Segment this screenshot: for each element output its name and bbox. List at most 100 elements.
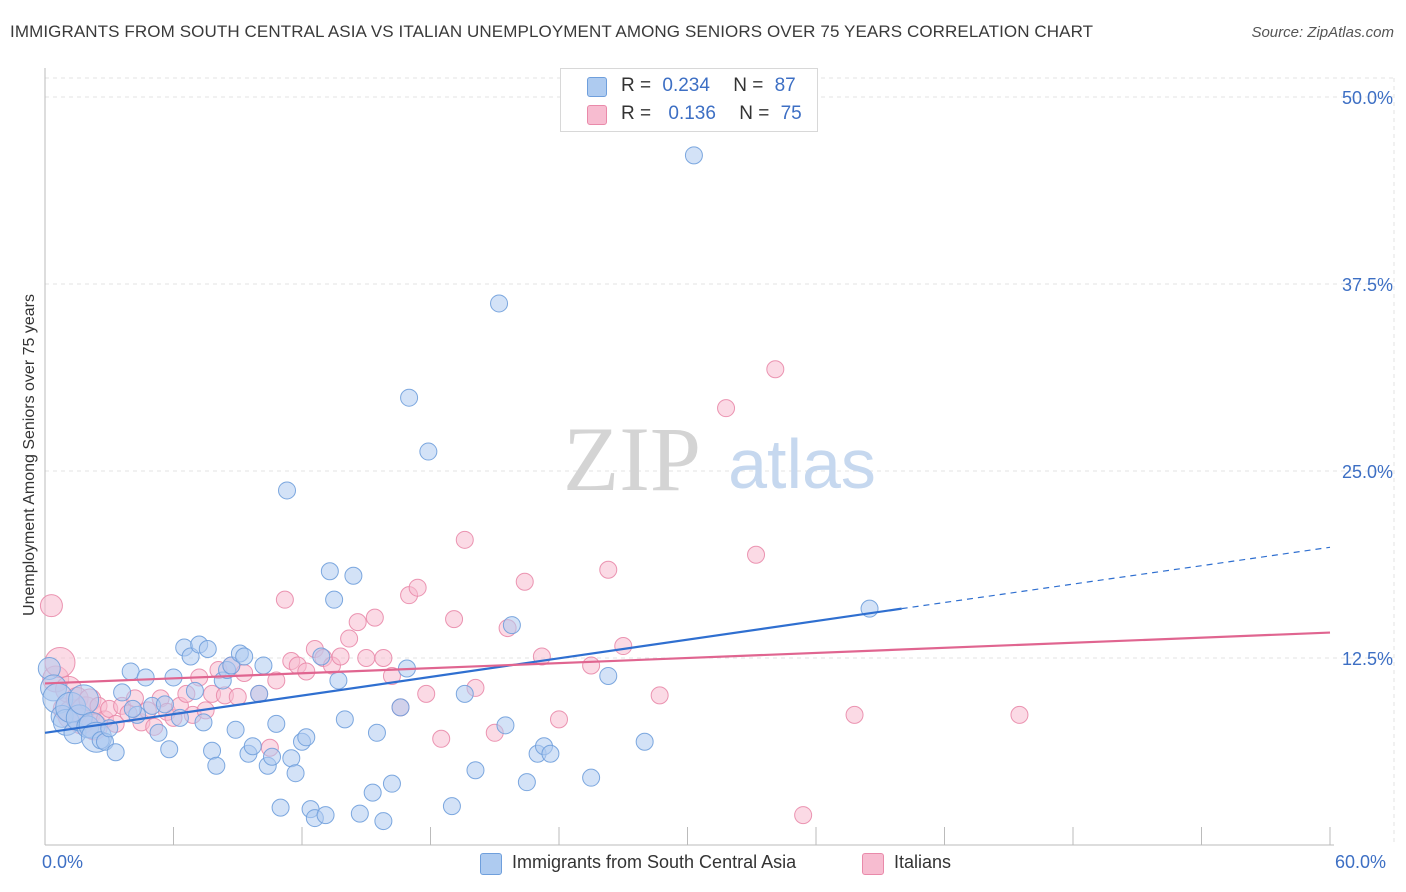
legend-r-label: R = [621,103,652,124]
italians-point [357,649,376,667]
italians-point [331,647,350,666]
immigrants-point [271,798,290,817]
x-tick-label-max: 60.0% [1335,852,1387,872]
immigrants-point [344,566,363,585]
immigrants-point [286,764,305,783]
italians-point [614,637,633,656]
immigrants-point [502,616,521,635]
y-tick-labels: 12.5% 25.0% 37.5% 50.0% [1342,88,1393,669]
italians-point [766,360,785,379]
immigrants-trend-extension [901,546,1331,610]
immigrants-point [320,562,339,581]
italians-point [455,530,474,549]
immigrants-point [198,640,217,659]
immigrants-point [297,728,316,747]
italians-point [297,662,316,681]
immigrants-point [121,662,140,681]
italians-point [717,399,736,418]
immigrants-point [203,741,222,760]
correlation-legend: R = 0.234 N = 87 R = 0.136 N = 75 [560,68,818,132]
italians-trend-line [44,631,1331,685]
immigrants-point [635,732,654,751]
immigrants-point [374,812,393,831]
immigrants-point [325,590,344,609]
italians-point [550,710,568,729]
immigrants-point [68,684,100,716]
immigrants-point [496,716,515,735]
italians-point [382,666,401,685]
immigrants-point [160,740,179,759]
source-note: Source: ZipAtlas.com [1251,24,1394,41]
immigrants-point [243,737,262,756]
immigrants-point [263,747,282,766]
immigrants-point [106,743,125,762]
immigrants-point [207,756,226,775]
immigrants-point [312,647,331,666]
italians-point [650,686,669,705]
y-tick-label: 12.5% [1342,649,1393,669]
immigrants-point [490,294,509,313]
immigrants-point [391,698,410,717]
immigrants-point [335,710,354,729]
legend-n-value: 75 [780,103,802,124]
italians-point [267,671,286,690]
immigrants-point [684,146,703,165]
legend-n-label: N = [733,75,764,96]
italians-point [747,545,766,564]
legend-label-italians: Italians [894,852,952,872]
italians-point [39,594,63,618]
immigrants-point [363,783,382,802]
italians-point [432,729,451,748]
immigrants-point [235,647,254,666]
italians-point [445,610,464,629]
italians-point [582,656,601,675]
x-tick-label-min: 0.0% [42,852,84,872]
immigrants-point [599,666,618,685]
axes [44,68,1334,846]
immigrants-point [329,671,348,690]
immigrants-point [155,695,174,714]
immigrants-point [136,668,155,687]
chart-title: IMMIGRANTS FROM SOUTH CENTRAL ASIA VS IT… [10,22,1094,41]
immigrants-point [226,720,245,739]
legend-n-value: 87 [774,75,796,96]
legend-n-label: N = [739,103,770,124]
legend-label-immigrants: Immigrants from South Central Asia [512,852,797,872]
italians-point [408,578,427,597]
immigrants-point [123,699,142,718]
immigrants-point [582,768,601,787]
immigrants-point [267,714,286,733]
immigrants-point [149,723,168,742]
legend-swatch-italians [862,853,884,875]
italians-point [275,590,294,609]
legend-r-label: R = [621,75,652,96]
italians-point [374,649,393,667]
legend-r-value: 0.136 [668,103,716,124]
italians-point [515,572,534,591]
legend-swatch-immigrants [587,77,607,97]
immigrants-trend-line [44,607,902,734]
immigrants-point [194,713,213,732]
legend-r-value: 0.234 [662,75,710,96]
immigrants-point [400,388,419,407]
watermark: ZIP atlas [563,408,876,510]
immigrants-point [367,723,386,742]
immigrants-point [419,442,438,461]
immigrants-point [113,683,132,702]
watermark-atlas: atlas [728,425,876,503]
immigrants-point [517,773,536,792]
immigrants-point [282,749,301,768]
immigrants-point [316,806,335,825]
immigrants-point [541,744,560,763]
immigrants-point [382,774,401,793]
italians-point [599,560,618,579]
watermark-zip: ZIP [563,408,701,510]
italians-point [348,613,367,632]
immigrants-point [185,681,204,700]
italians-point [228,687,247,706]
immigrants-point [442,797,461,816]
italians-point [794,806,813,825]
italians-point [1010,705,1029,724]
italians-point [340,629,359,648]
